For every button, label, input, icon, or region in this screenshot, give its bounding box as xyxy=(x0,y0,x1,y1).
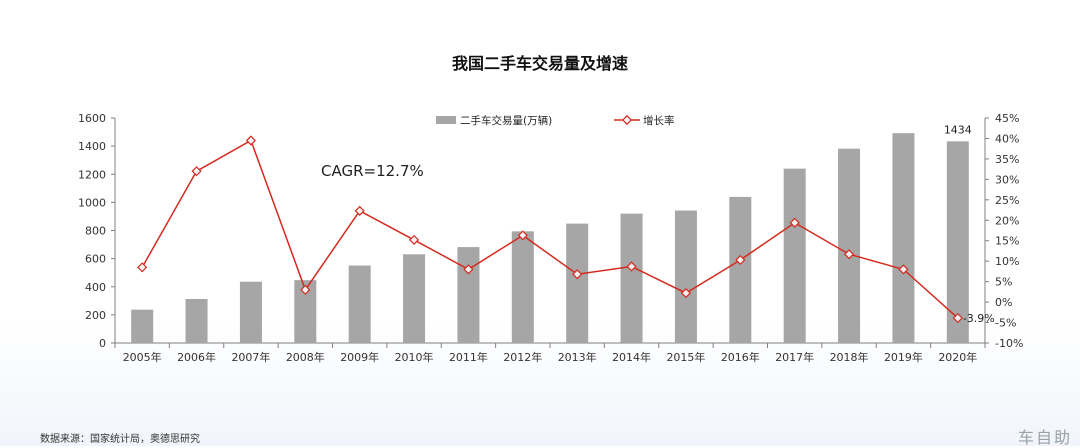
bar xyxy=(566,223,589,343)
legend-line-label: 增长率 xyxy=(643,114,675,127)
bar xyxy=(729,196,752,343)
growth-marker xyxy=(680,287,692,299)
growth-marker xyxy=(463,264,474,275)
x-tick-label: 2012年 xyxy=(503,350,542,364)
right-tick-label: 10% xyxy=(995,255,1019,268)
bar xyxy=(511,231,534,343)
growth-marker xyxy=(843,249,855,260)
bar xyxy=(674,210,697,343)
x-tick-label: 2005年 xyxy=(123,350,162,364)
x-tick-label: 2009年 xyxy=(340,350,379,364)
left-tick-label: 1200 xyxy=(78,168,106,181)
bar xyxy=(838,148,861,343)
bar xyxy=(185,298,208,343)
growth-marker xyxy=(191,166,202,177)
legend-bar-label: 二手车交易量(万辆) xyxy=(460,114,552,127)
growth-marker xyxy=(517,230,528,241)
growth-marker xyxy=(626,261,637,272)
left-tick-label: 600 xyxy=(85,253,106,266)
growth-marker xyxy=(572,269,583,280)
left-tick-label: 800 xyxy=(85,225,106,238)
source-note: 数据来源：国家统计局，奥德思研究 xyxy=(40,434,200,445)
bar xyxy=(783,168,806,343)
right-tick-label: 40% xyxy=(995,132,1019,145)
bar xyxy=(457,247,480,343)
right-tick-label: 25% xyxy=(995,194,1019,207)
x-tick-label: 2017年 xyxy=(775,350,814,364)
right-tick-label: -10% xyxy=(995,337,1023,350)
bar xyxy=(946,141,969,343)
bar xyxy=(348,265,371,343)
x-tick-label: 2015年 xyxy=(666,350,705,364)
bar xyxy=(620,213,643,343)
bar xyxy=(239,281,262,343)
watermark-text: 车自助 xyxy=(1017,428,1072,447)
bar xyxy=(403,254,426,343)
growth-marker xyxy=(245,135,257,146)
legend-line-marker xyxy=(621,114,633,126)
growth-marker xyxy=(300,284,311,295)
left-tick-label: 1400 xyxy=(78,140,106,153)
right-tick-label: 30% xyxy=(995,173,1019,186)
growth-marker xyxy=(408,234,420,246)
x-tick-label: 2014年 xyxy=(612,350,651,364)
right-tick-label: 20% xyxy=(995,214,1019,227)
x-tick-label: 2020年 xyxy=(938,350,977,364)
bar-data-label: 1434 xyxy=(944,123,972,136)
line-data-label: -3.9% xyxy=(963,312,995,325)
x-tick-label: 2006年 xyxy=(177,350,216,364)
right-tick-label: 35% xyxy=(995,153,1019,166)
growth-marker xyxy=(898,264,909,275)
x-tick-label: 2019年 xyxy=(884,350,923,364)
x-tick-label: 2008年 xyxy=(286,350,325,364)
right-tick-label: 5% xyxy=(995,276,1012,289)
legend-bar-swatch xyxy=(436,116,456,124)
right-tick-label: 15% xyxy=(995,235,1019,248)
left-tick-label: 1600 xyxy=(78,112,106,125)
growth-marker xyxy=(137,262,148,273)
growth-marker xyxy=(735,254,746,266)
x-tick-label: 2016年 xyxy=(721,350,760,364)
x-tick-label: 2010年 xyxy=(395,350,434,364)
cagr-annotation: CAGR=12.7% xyxy=(321,162,424,180)
bar xyxy=(294,280,317,343)
right-tick-label: 0% xyxy=(995,296,1012,309)
bar xyxy=(892,133,915,343)
left-tick-label: 1000 xyxy=(78,196,106,209)
bar xyxy=(131,309,154,343)
growth-marker xyxy=(789,217,800,228)
growth-marker xyxy=(952,312,963,324)
growth-line xyxy=(141,139,959,319)
x-tick-label: 2011年 xyxy=(449,350,488,364)
x-tick-label: 2018年 xyxy=(830,350,869,364)
right-tick-label: 45% xyxy=(995,112,1019,125)
chart-title: 我国二手车交易量及增速 xyxy=(452,54,628,73)
left-tick-label: 200 xyxy=(85,309,106,322)
left-tick-label: 0 xyxy=(99,337,106,350)
growth-marker xyxy=(354,205,365,216)
x-tick-label: 2013年 xyxy=(558,350,597,364)
right-tick-label: -5% xyxy=(995,317,1016,330)
left-tick-label: 400 xyxy=(85,281,106,294)
x-tick-label: 2007年 xyxy=(231,350,270,364)
